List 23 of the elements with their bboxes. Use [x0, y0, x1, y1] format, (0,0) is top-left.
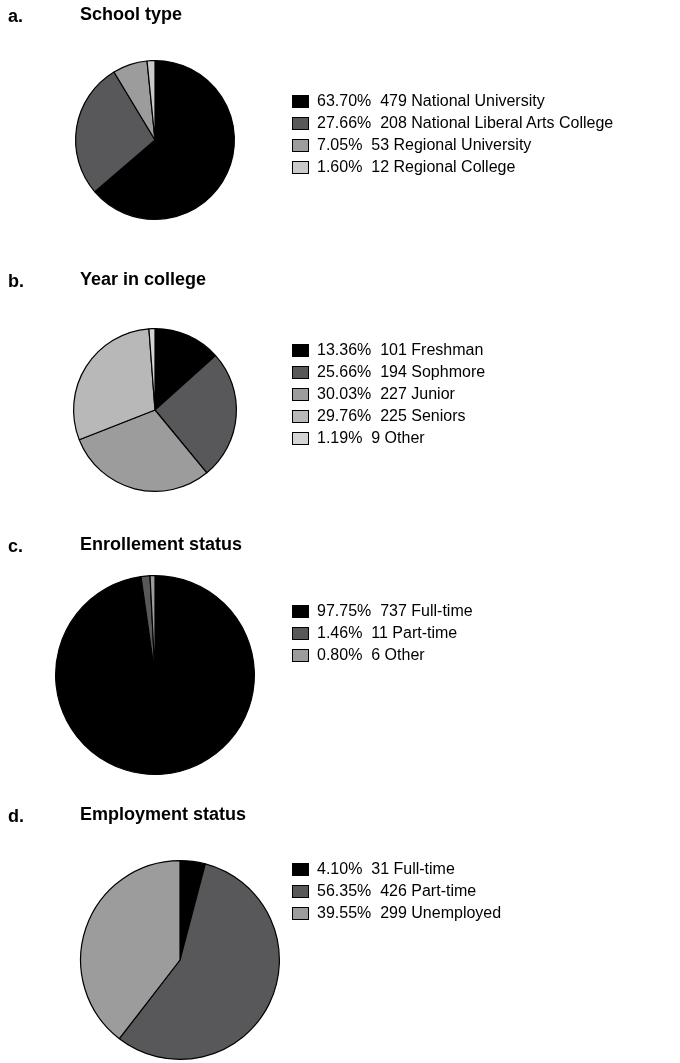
legend-label: 7.05% 53 Regional University [317, 136, 532, 154]
legend-label: 1.19% 9 Other [317, 429, 425, 447]
chart-title: Year in college [80, 269, 207, 290]
legend-label: 29.76% 225 Seniors [317, 407, 466, 425]
legend-label: 56.35% 426 Part-time [317, 882, 477, 900]
legend-label: 0.80% 6 Other [317, 646, 425, 664]
legend-label: 97.75% 737 Full-time [317, 602, 473, 620]
legend-label: 25.66% 194 Sophmore [317, 363, 486, 381]
legend-label: 4.10% 31 Full-time [317, 860, 455, 878]
chart-title: Employment status [80, 804, 247, 825]
chart-title: Enrollement status [80, 534, 243, 555]
legend-label: 30.03% 227 Junior [317, 385, 455, 403]
legend-label: 63.70% 479 National University [317, 92, 545, 110]
text: b. [8, 271, 24, 292]
text: a. [8, 6, 24, 27]
text: c. [8, 536, 24, 557]
legend-label: 13.36% 101 Freshman [317, 341, 484, 359]
legend-label: 1.60% 12 Regional College [317, 158, 516, 176]
legend-label: 27.66% 208 National Liberal Arts College [317, 114, 614, 132]
legend-label: 39.55% 299 Unemployed [317, 904, 502, 922]
legend-label: 1.46% 11 Part-time [317, 624, 458, 642]
text: d. [8, 806, 24, 827]
chart-title: School type [80, 4, 183, 25]
